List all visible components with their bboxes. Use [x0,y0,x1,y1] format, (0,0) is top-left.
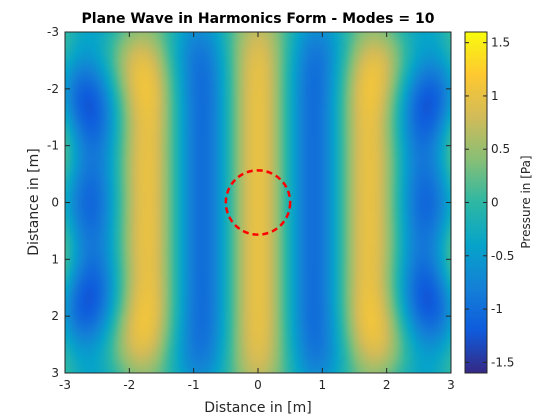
x-tick-label: 0 [254,378,262,392]
x-tick-label: -2 [123,378,135,392]
colorbar: -1.5 -1 -0.5 0 0.5 1 1.5 [464,31,514,374]
y-tick-label: 0 [51,196,59,210]
x-tick-label: 1 [319,378,327,392]
colorbar-tick-label: 0.5 [491,142,510,156]
y-tick-label: 3 [51,366,59,380]
colorbar-tick-label: 1.5 [491,36,510,50]
x-tick-label: 3 [447,378,455,392]
y-tick-label: -3 [47,25,59,39]
chart-title: Plane Wave in Harmonics Form - Modes = 1… [82,11,435,27]
y-axis-label: Distance in [m] [26,148,42,255]
measurement-circle [224,169,292,236]
colorbar-gradient [465,32,487,373]
y-tick-label: 2 [51,309,59,323]
colorbar-tick-label: -1.5 [491,355,514,369]
colorbar-tick-label: -1 [491,302,503,316]
x-axis-label: Distance in [m] [204,400,311,416]
y-axis-ticks: -3 -2 -1 0 1 2 3 [47,25,451,380]
colorbar-label: Pressure in [Pa] [519,155,533,248]
x-tick-label: -1 [188,378,200,392]
x-axis-ticks: -3 -2 -1 0 1 2 3 [59,32,455,392]
heatmap-field [65,32,451,373]
colorbar-tick-label: 1 [491,89,499,103]
plot-area: -3 -2 -1 0 1 2 3 -3 -2 -1 0 1 2 3 [47,25,455,392]
colorbar-tick-label: 0 [491,196,499,210]
y-tick-label: -2 [47,82,59,96]
colorbar-ticks: -1.5 -1 -0.5 0 0.5 1 1.5 [465,36,514,369]
y-tick-label: 1 [51,252,59,266]
y-tick-label: -1 [47,139,59,153]
colorbar-tick-label: -0.5 [491,249,514,263]
x-tick-label: 2 [383,378,391,392]
x-tick-label: -3 [59,378,71,392]
